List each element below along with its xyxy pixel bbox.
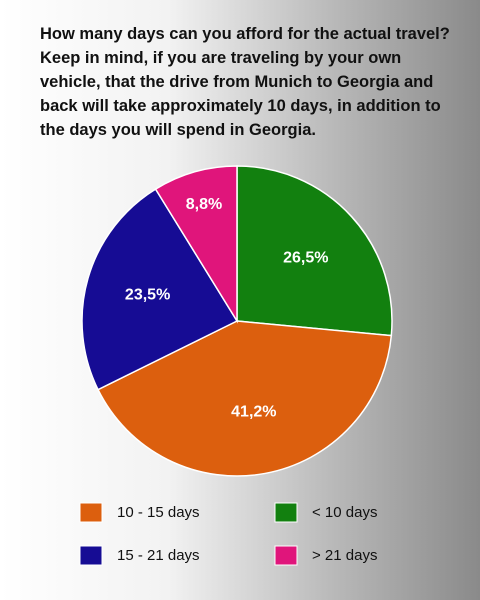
pie-slice: [236, 165, 393, 337]
legend-swatch: [79, 502, 103, 523]
legend-label: > 21 days: [312, 547, 377, 564]
pie-slice: [97, 320, 393, 477]
data-label: 26,5%: [283, 250, 328, 267]
legend-swatch: [274, 502, 298, 523]
data-label: 41,2%: [231, 404, 276, 421]
pie-slice: [81, 188, 239, 391]
data-label: 23,5%: [125, 287, 170, 304]
chart-title: How many days can you afford for the act…: [40, 25, 450, 139]
legend-swatch: [274, 545, 298, 566]
legend-label: 15 - 21 days: [117, 547, 200, 564]
legend-label: 10 - 15 days: [117, 504, 200, 521]
legend-label: < 10 days: [312, 504, 377, 521]
data-label: 8,8%: [186, 196, 222, 213]
pie-slice: [154, 165, 238, 324]
legend-swatch: [79, 545, 103, 566]
